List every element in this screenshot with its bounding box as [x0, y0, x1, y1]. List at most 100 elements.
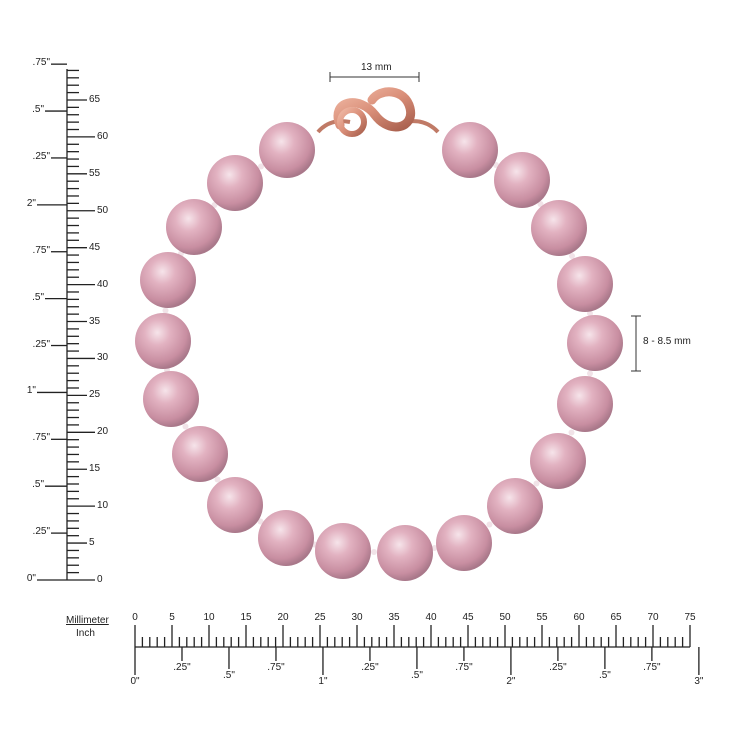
mm-label: 20	[277, 612, 289, 623]
inch-label: .25"	[32, 526, 50, 538]
mm-label: 0	[132, 612, 138, 623]
inch-label: .75"	[32, 244, 50, 256]
mm-label: 5	[169, 612, 175, 623]
knot	[568, 429, 575, 436]
pearl	[442, 122, 498, 178]
mm-label: 15	[240, 612, 252, 623]
pearl-size-label: 8 - 8.5 mm	[643, 336, 691, 347]
mm-label: 55	[536, 612, 548, 623]
inch-label: 2"	[26, 197, 36, 209]
bottom-ruler	[134, 625, 700, 675]
knot	[486, 521, 493, 528]
pearl	[487, 478, 543, 534]
mm-label: 30	[351, 612, 363, 623]
pearl	[436, 515, 492, 571]
inch-label: .75"	[32, 57, 50, 69]
mm-label: 45	[89, 241, 101, 253]
mm-label: 50	[499, 612, 511, 623]
inch-label: 0"	[26, 573, 36, 584]
inch-label: .25"	[173, 662, 191, 673]
knot	[182, 423, 189, 430]
pearl	[135, 313, 191, 369]
pearl	[494, 152, 550, 208]
inch-label: .75"	[267, 662, 285, 673]
mm-label: 30	[97, 352, 109, 364]
pearl	[315, 523, 371, 579]
left-ruler	[37, 63, 95, 581]
knot	[214, 476, 221, 483]
inch-label: .25"	[32, 150, 50, 162]
knot	[569, 253, 575, 259]
unit-inch-label: Inch	[76, 628, 95, 639]
knot	[258, 163, 264, 170]
inch-label: .5"	[223, 670, 235, 681]
mm-label: 35	[388, 612, 400, 623]
pearl	[530, 433, 586, 489]
inch-label: .5"	[32, 104, 44, 116]
mm-label: 70	[647, 612, 659, 623]
mm-label: 20	[97, 426, 109, 438]
knot	[587, 310, 593, 317]
mm-label: 0	[97, 574, 103, 585]
mm-label: 50	[97, 204, 109, 216]
mm-label: 65	[610, 612, 622, 623]
clasp-dimension-line	[329, 72, 420, 82]
knot	[162, 307, 169, 314]
pearl	[259, 122, 315, 178]
mm-label: 65	[89, 93, 101, 105]
knot	[431, 545, 438, 551]
knot	[371, 549, 377, 555]
pearl	[207, 155, 263, 211]
knot	[537, 201, 544, 207]
inch-label: .25"	[361, 662, 379, 673]
inch-label: .5"	[598, 670, 611, 681]
unit-millimeter-label: Millimeter	[66, 615, 109, 626]
pearl	[258, 510, 314, 566]
mm-label: 35	[89, 315, 101, 327]
inch-label: .75"	[455, 662, 473, 673]
mm-label: 25	[314, 612, 326, 623]
lobster-clasp	[316, 87, 440, 137]
inch-label: 1"	[318, 676, 328, 687]
pearl	[531, 200, 587, 256]
pearl-dimension-line	[631, 315, 641, 372]
inch-label: 1"	[26, 385, 36, 397]
knot	[533, 480, 540, 487]
mm-label: 5	[89, 537, 95, 549]
pearl	[377, 525, 433, 581]
inch-label: .5"	[32, 291, 44, 303]
pearl	[166, 199, 222, 255]
mm-label: 10	[203, 612, 215, 623]
inch-label: .75"	[643, 662, 661, 673]
mm-label: 55	[89, 167, 101, 179]
mm-label: 60	[97, 130, 109, 142]
mm-label: 25	[89, 389, 101, 401]
mm-label: 10	[97, 500, 109, 512]
mm-label: 40	[97, 278, 109, 290]
pearl	[143, 371, 199, 427]
inch-label: .25"	[32, 338, 50, 350]
mm-label: 75	[684, 612, 696, 623]
inch-label: .75"	[32, 432, 50, 444]
inch-label: 2"	[506, 676, 516, 687]
inch-label: 0"	[130, 676, 140, 687]
pearl	[172, 426, 228, 482]
mm-label: 45	[462, 612, 474, 623]
pearl	[557, 376, 613, 432]
pearl	[207, 477, 263, 533]
knot	[257, 518, 264, 525]
mm-label: 40	[425, 612, 437, 623]
clasp-width-label: 13 mm	[361, 62, 392, 73]
mm-label: 15	[89, 463, 101, 475]
mm-label: 60	[573, 612, 585, 623]
pearl-strand	[135, 122, 623, 581]
inch-label: .5"	[410, 670, 423, 681]
pearl	[557, 256, 613, 312]
inch-label: .25"	[549, 662, 567, 673]
inch-label: .5"	[32, 479, 44, 491]
inch-label: 3"	[694, 676, 704, 687]
knot	[587, 370, 593, 377]
pearl	[140, 252, 196, 308]
